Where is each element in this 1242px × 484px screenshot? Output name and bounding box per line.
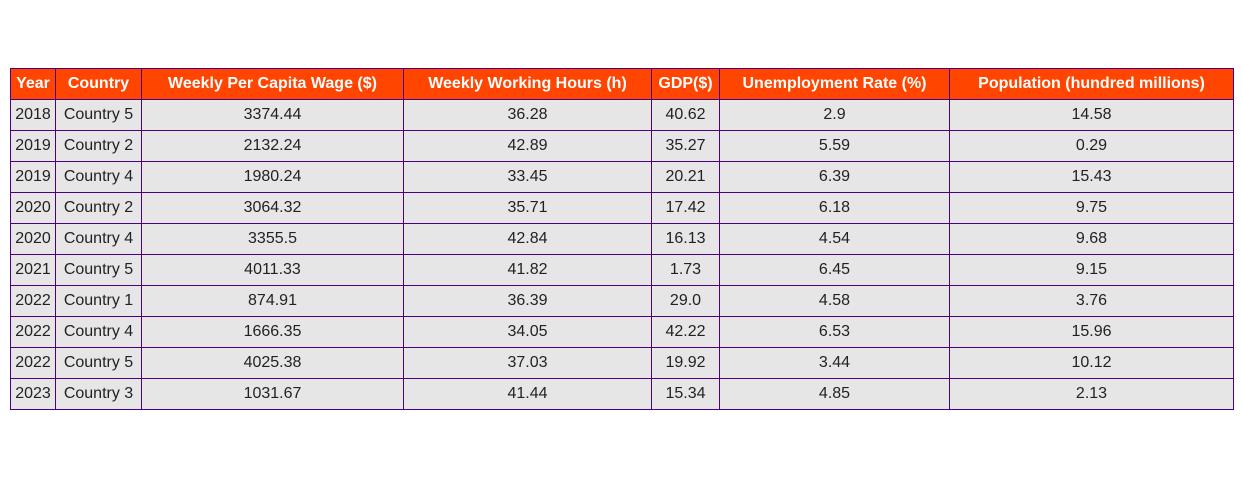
column-header-year: Year — [10, 68, 56, 100]
cell-unemployment-rate: 4.85 — [719, 378, 950, 410]
cell-country: Country 1 — [55, 285, 142, 317]
table-row: 2021 Country 5 4011.33 41.82 1.73 6.45 9.15 — [10, 254, 1234, 286]
column-header-weekly-wage: Weekly Per Capita Wage ($) — [141, 68, 404, 100]
cell-year: 2023 — [10, 378, 56, 410]
cell-population: 0.29 — [949, 130, 1234, 162]
cell-weekly-hours: 42.89 — [403, 130, 652, 162]
cell-weekly-hours: 36.39 — [403, 285, 652, 317]
cell-gdp: 15.34 — [651, 378, 720, 410]
cell-population: 9.68 — [949, 223, 1234, 255]
cell-unemployment-rate: 3.44 — [719, 347, 950, 379]
table-body: 2018 Country 5 3374.44 36.28 40.62 2.9 14.58 20… — [10, 99, 1234, 410]
cell-year: 2018 — [10, 99, 56, 131]
cell-gdp: 29.0 — [651, 285, 720, 317]
table-row: 2022 Country 5 4025.38 37.03 19.92 3.44 10.12 — [10, 347, 1234, 379]
cell-year: 2022 — [10, 316, 56, 348]
cell-population: 9.15 — [949, 254, 1234, 286]
cell-year: 2022 — [10, 347, 56, 379]
cell-population: 10.12 — [949, 347, 1234, 379]
cell-country: Country 5 — [55, 347, 142, 379]
cell-weekly-wage: 1666.35 — [141, 316, 404, 348]
cell-gdp: 19.92 — [651, 347, 720, 379]
cell-gdp: 20.21 — [651, 161, 720, 193]
cell-gdp: 40.62 — [651, 99, 720, 131]
cell-weekly-wage: 3064.32 — [141, 192, 404, 224]
cell-country: Country 2 — [55, 130, 142, 162]
cell-country: Country 5 — [55, 254, 142, 286]
cell-population: 2.13 — [949, 378, 1234, 410]
cell-weekly-wage: 874.91 — [141, 285, 404, 317]
cell-weekly-hours: 35.71 — [403, 192, 652, 224]
table-row: 2022 Country 4 1666.35 34.05 42.22 6.53 15.96 — [10, 316, 1234, 348]
cell-weekly-wage: 4011.33 — [141, 254, 404, 286]
cell-country: Country 2 — [55, 192, 142, 224]
cell-unemployment-rate: 4.58 — [719, 285, 950, 317]
table-row: 2018 Country 5 3374.44 36.28 40.62 2.9 14.58 — [10, 99, 1234, 131]
cell-population: 14.58 — [949, 99, 1234, 131]
cell-weekly-wage: 3355.5 — [141, 223, 404, 255]
table-row: 2019 Country 2 2132.24 42.89 35.27 5.59 0.29 — [10, 130, 1234, 162]
cell-gdp: 42.22 — [651, 316, 720, 348]
cell-weekly-hours: 34.05 — [403, 316, 652, 348]
cell-year: 2022 — [10, 285, 56, 317]
cell-year: 2021 — [10, 254, 56, 286]
table-row: 2020 Country 4 3355.5 42.84 16.13 4.54 9.68 — [10, 223, 1234, 255]
cell-weekly-hours: 42.84 — [403, 223, 652, 255]
cell-population: 15.43 — [949, 161, 1234, 193]
cell-gdp: 1.73 — [651, 254, 720, 286]
cell-year: 2019 — [10, 161, 56, 193]
cell-gdp: 35.27 — [651, 130, 720, 162]
table-row: 2022 Country 1 874.91 36.39 29.0 4.58 3.76 — [10, 285, 1234, 317]
column-header-country: Country — [55, 68, 142, 100]
cell-country: Country 4 — [55, 223, 142, 255]
cell-country: Country 4 — [55, 161, 142, 193]
cell-gdp: 16.13 — [651, 223, 720, 255]
cell-weekly-wage: 1031.67 — [141, 378, 404, 410]
cell-weekly-wage: 4025.38 — [141, 347, 404, 379]
table-row: 2019 Country 4 1980.24 33.45 20.21 6.39 15.43 — [10, 161, 1234, 193]
cell-country: Country 5 — [55, 99, 142, 131]
cell-year: 2019 — [10, 130, 56, 162]
table-row: 2023 Country 3 1031.67 41.44 15.34 4.85 2.13 — [10, 378, 1234, 410]
cell-year: 2020 — [10, 223, 56, 255]
cell-weekly-hours: 37.03 — [403, 347, 652, 379]
header-row: Year Country Weekly Per Capita Wage ($) Wee… — [10, 68, 1234, 100]
cell-unemployment-rate: 6.18 — [719, 192, 950, 224]
table-row: 2020 Country 2 3064.32 35.71 17.42 6.18 9.75 — [10, 192, 1234, 224]
column-header-unemployment-rate: Unemployment Rate (%) — [719, 68, 950, 100]
cell-weekly-hours: 33.45 — [403, 161, 652, 193]
data-table: Year Country Weekly Per Capita Wage ($) Wee… — [10, 68, 1234, 410]
cell-year: 2020 — [10, 192, 56, 224]
cell-country: Country 4 — [55, 316, 142, 348]
column-header-weekly-hours: Weekly Working Hours (h) — [403, 68, 652, 100]
cell-population: 9.75 — [949, 192, 1234, 224]
cell-weekly-wage: 1980.24 — [141, 161, 404, 193]
cell-population: 3.76 — [949, 285, 1234, 317]
cell-gdp: 17.42 — [651, 192, 720, 224]
cell-weekly-hours: 41.82 — [403, 254, 652, 286]
column-header-population: Population (hundred millions) — [949, 68, 1234, 100]
cell-unemployment-rate: 6.45 — [719, 254, 950, 286]
cell-unemployment-rate: 6.39 — [719, 161, 950, 193]
cell-weekly-wage: 2132.24 — [141, 130, 404, 162]
cell-weekly-wage: 3374.44 — [141, 99, 404, 131]
column-header-gdp: GDP($) — [651, 68, 720, 100]
cell-country: Country 3 — [55, 378, 142, 410]
cell-unemployment-rate: 6.53 — [719, 316, 950, 348]
cell-unemployment-rate: 5.59 — [719, 130, 950, 162]
cell-unemployment-rate: 2.9 — [719, 99, 950, 131]
cell-weekly-hours: 41.44 — [403, 378, 652, 410]
cell-weekly-hours: 36.28 — [403, 99, 652, 131]
cell-unemployment-rate: 4.54 — [719, 223, 950, 255]
cell-population: 15.96 — [949, 316, 1234, 348]
table-header: Year Country Weekly Per Capita Wage ($) Wee… — [10, 68, 1234, 100]
